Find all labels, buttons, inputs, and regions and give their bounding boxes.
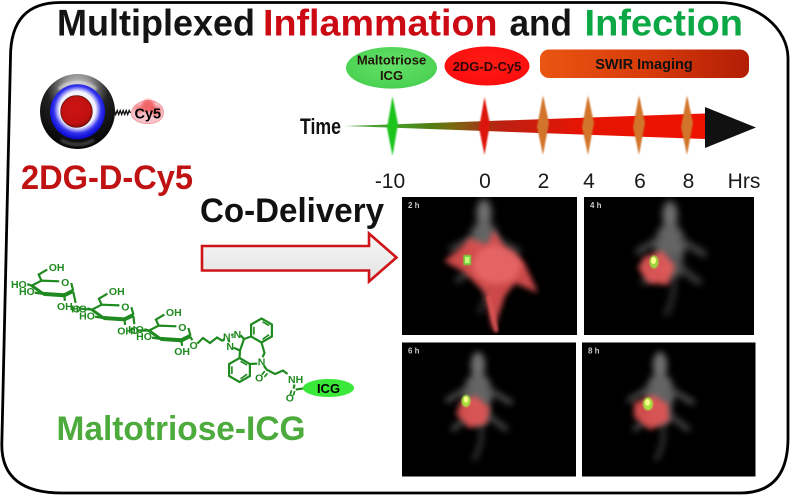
svg-text:4 h: 4 h (590, 201, 602, 210)
svg-text:-10: -10 (375, 170, 405, 193)
svg-text:ICG: ICG (317, 381, 340, 396)
svg-text:2: 2 (538, 170, 550, 193)
svg-text:Hrs: Hrs (728, 170, 761, 193)
svg-text:6: 6 (634, 170, 646, 193)
svg-text:O: O (190, 340, 198, 352)
svg-text:8 h: 8 h (588, 347, 600, 356)
svg-text:N: N (226, 341, 234, 353)
svg-text:2DG-D-Cy5: 2DG-D-Cy5 (21, 159, 193, 197)
svg-text:Maltotriose: Maltotriose (357, 53, 426, 68)
svg-text:O: O (72, 303, 80, 315)
svg-text:Co-Delivery: Co-Delivery (200, 192, 384, 230)
svg-text:Multiplexed: Multiplexed (57, 3, 255, 44)
svg-text:Maltotriose-ICG: Maltotriose-ICG (57, 410, 306, 448)
svg-text:2 h: 2 h (408, 201, 420, 210)
svg-text:NH: NH (288, 374, 303, 386)
svg-text:4: 4 (583, 170, 595, 193)
svg-text:6 h: 6 h (408, 347, 420, 356)
svg-text:Infection: Infection (585, 3, 744, 44)
svg-text:Cy5: Cy5 (134, 107, 161, 123)
svg-text:N: N (258, 356, 266, 368)
svg-text:0: 0 (479, 170, 491, 193)
svg-text:Time: Time (300, 114, 341, 139)
svg-text:O: O (286, 393, 294, 405)
svg-text:O: O (131, 325, 139, 337)
svg-text:8: 8 (683, 170, 695, 193)
svg-text:2DG-D-Cy5: 2DG-D-Cy5 (453, 59, 522, 74)
svg-text:N: N (234, 329, 242, 341)
svg-text:and: and (510, 3, 573, 44)
svg-text:SWIR Imaging: SWIR Imaging (595, 57, 692, 73)
svg-text:N: N (223, 331, 231, 343)
svg-text:Inflammation: Inflammation (263, 3, 498, 44)
svg-text:O: O (255, 373, 263, 385)
svg-text:ICG: ICG (380, 68, 403, 83)
